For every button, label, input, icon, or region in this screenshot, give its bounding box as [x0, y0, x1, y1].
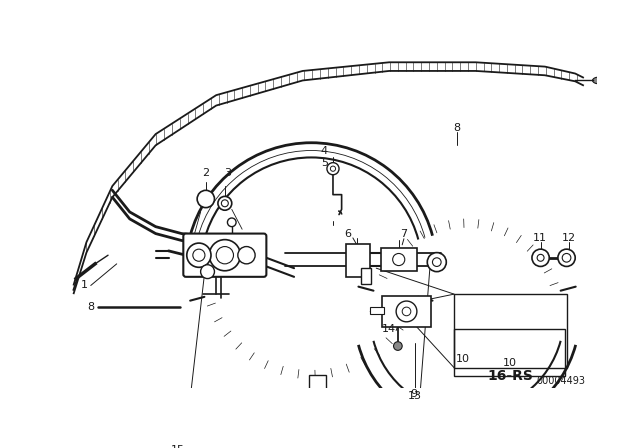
Bar [346, 244, 370, 277]
Circle shape [218, 196, 232, 210]
Circle shape [537, 254, 544, 261]
Circle shape [227, 218, 236, 227]
Circle shape [532, 249, 549, 267]
Circle shape [187, 243, 211, 267]
Bar [454, 294, 566, 368]
Bar [382, 296, 431, 327]
Text: 12: 12 [562, 233, 576, 243]
Circle shape [402, 307, 411, 316]
Text: 5: 5 [321, 158, 328, 168]
Circle shape [394, 342, 402, 350]
Text: 3: 3 [224, 168, 231, 178]
Circle shape [327, 163, 339, 175]
Text: 2: 2 [202, 168, 209, 178]
Bar [381, 248, 417, 271]
Circle shape [200, 265, 214, 279]
Text: 10: 10 [503, 358, 517, 368]
Circle shape [238, 246, 255, 264]
Text: 15: 15 [172, 445, 185, 448]
Text: 10: 10 [456, 354, 470, 364]
Circle shape [221, 200, 228, 207]
Text: 11: 11 [532, 233, 547, 243]
Text: 7: 7 [401, 228, 408, 239]
Text: 14: 14 [382, 324, 396, 334]
Circle shape [193, 249, 205, 261]
Circle shape [393, 254, 404, 266]
Circle shape [428, 253, 446, 271]
Text: 8: 8 [453, 123, 460, 133]
Circle shape [562, 254, 571, 262]
Bar [308, 375, 326, 396]
Bar [370, 307, 384, 314]
Circle shape [216, 246, 234, 264]
FancyBboxPatch shape [183, 233, 266, 277]
Text: 6: 6 [344, 228, 351, 239]
Text: 1: 1 [81, 280, 88, 290]
Text: 8: 8 [87, 302, 94, 312]
Bar [454, 329, 565, 376]
Text: 16-RS: 16-RS [488, 369, 533, 383]
Circle shape [396, 301, 417, 322]
Circle shape [209, 240, 241, 271]
Bar [361, 268, 371, 284]
Circle shape [433, 258, 441, 267]
Text: 4: 4 [321, 146, 328, 156]
Text: 9: 9 [410, 388, 417, 399]
Circle shape [197, 190, 214, 207]
Circle shape [558, 249, 575, 267]
Text: 13: 13 [408, 391, 422, 401]
Circle shape [330, 166, 335, 171]
Ellipse shape [593, 77, 606, 84]
Text: 00004493: 00004493 [536, 375, 585, 386]
